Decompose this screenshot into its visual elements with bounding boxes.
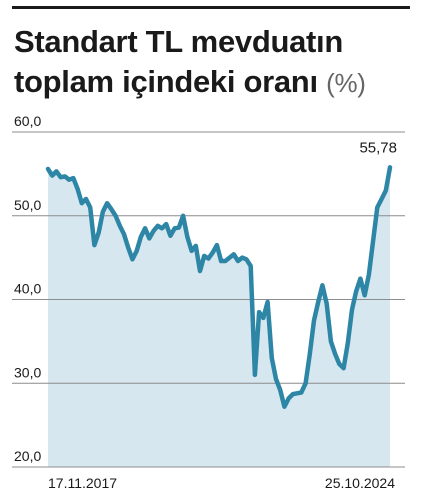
area-fill xyxy=(48,167,390,468)
x-end-date-label: 25.10.2024 xyxy=(325,475,395,491)
y-tick-label-60: 60,0 xyxy=(14,113,41,129)
y-tick-label-30: 30,0 xyxy=(14,364,41,380)
y-tick-label-20: 20,0 xyxy=(14,448,41,464)
y-tick-label-50: 50,0 xyxy=(14,197,41,213)
chart-title: Standart TL mevduatın toplam içindeki or… xyxy=(14,22,414,103)
top-rule xyxy=(12,6,410,9)
series-line xyxy=(45,165,393,409)
y-axis-tick-labels: 20,0 30,0 40,0 50,0 60,0 xyxy=(14,113,41,464)
end-value-label: 55,78 xyxy=(359,139,397,156)
chart-title-unit: (%) xyxy=(326,68,366,98)
y-tick-label-40: 40,0 xyxy=(14,281,41,297)
grid-lines xyxy=(12,131,405,468)
x-start-date-label: 17.11.2017 xyxy=(48,475,117,491)
chart-title-text: Standart TL mevduatın toplam içindeki or… xyxy=(14,24,344,99)
